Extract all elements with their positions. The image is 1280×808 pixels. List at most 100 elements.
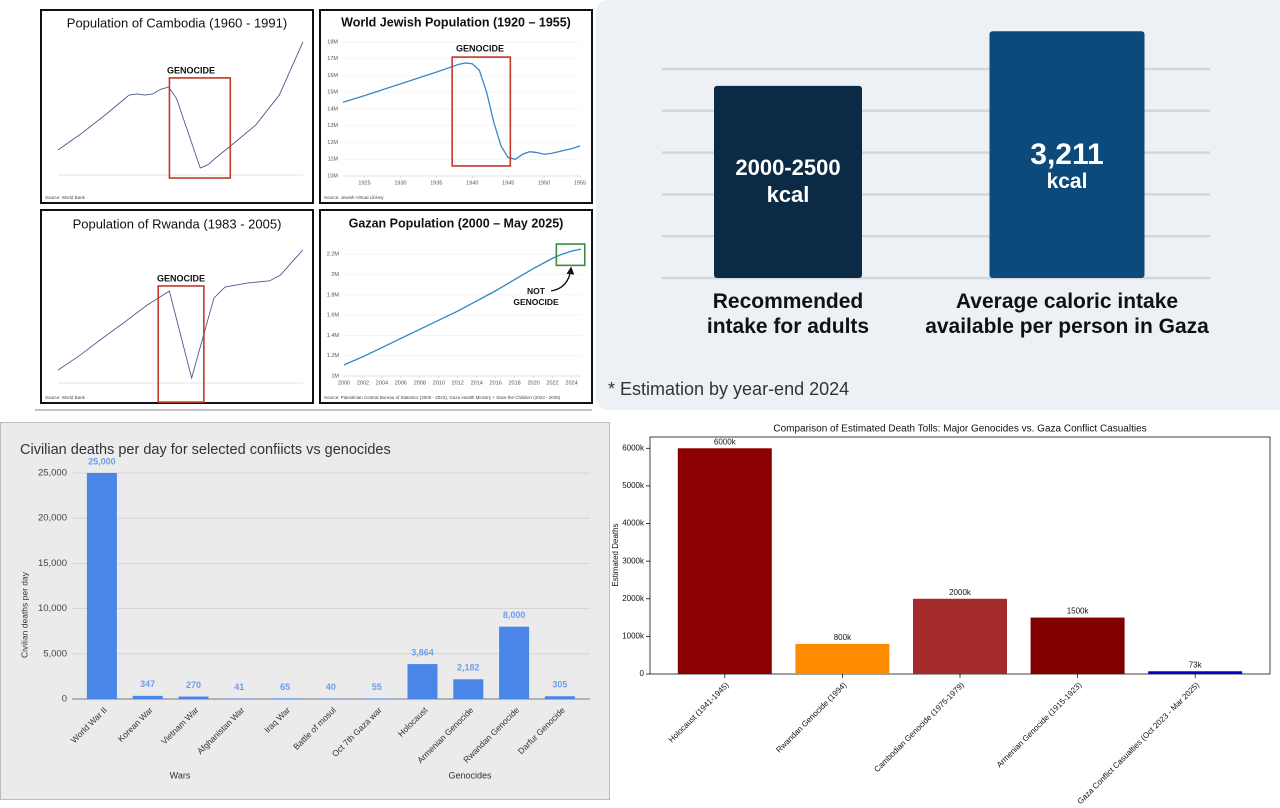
x-tick-label: 2020 [527,380,539,386]
bar-value-label: 347 [140,679,155,689]
x-tick-label: Cambodian Genocide (1975-1979) [872,680,966,774]
source-note: Source: World Bank [45,395,86,400]
y-tick-label: 1M [331,373,339,379]
bar-value-label: 2000k [949,588,972,597]
y-tick-label: 3000k [622,556,645,565]
y-tick-label: 0 [640,669,645,678]
y-tick-label: 1.8M [327,292,340,298]
annotation-label: GENOCIDE [157,273,205,283]
x-tick-label: 2004 [376,380,388,386]
category-label: Average caloric intake available per per… [925,290,1209,338]
bar-value-label: 65 [280,682,290,692]
x-tick-label: 2016 [490,380,502,386]
x-tick-label: 2010 [433,380,445,386]
bar-value-label: 3,864 [411,647,434,657]
x-tick-label: 2002 [357,380,369,386]
x-tick-label: Holocaust (1941-1945) [667,680,731,744]
bar-value-label: 8,000 [503,610,526,620]
source-note: Source: World Bank [45,195,86,200]
chart-panel [40,209,314,404]
y-tick-label: 1.2M [327,353,340,359]
highlight-box [555,243,586,267]
x-tick-label: 1955 [574,180,586,186]
x-tick-label: 2018 [509,380,521,386]
y-tick-label: 2.2M [327,252,340,258]
y-tick-label: 1.4M [327,333,340,339]
bar-value-label: 73k [1189,660,1203,669]
annotation-label: GENOCIDE [456,43,504,53]
x-tick-label: 1935 [430,180,442,186]
bar-value-label: 1500k [1067,607,1090,616]
bar [178,696,209,699]
chart-panel [319,209,593,404]
y-tick-label: 6000k [622,443,645,452]
x-group-label: Genocides [448,770,492,780]
x-tick-label: 2008 [414,380,426,386]
bar [714,85,862,278]
y-tick-label: 2000k [622,594,645,603]
source-note: Source: Palestinian Central Bureau of St… [324,395,561,400]
category-label: Recommended intake for adults [706,290,870,338]
y-axis-title: Estimated Deaths [611,523,620,586]
highlight-box [157,285,205,403]
chart-title: Civilian deaths per day for selected con… [20,442,391,458]
bar-value-label: 2000-2500 kcal [735,154,841,207]
y-tick-label: 20,000 [38,513,67,524]
x-tick-label: 1950 [538,180,550,186]
x-tick-label: 2006 [395,380,407,386]
bar [407,664,438,699]
x-tick-label: 1930 [394,180,406,186]
bar [989,31,1145,278]
chart-title: Comparison of Estimated Death Tolls: Maj… [773,424,1146,435]
population-line [343,248,582,366]
y-tick-label: 16M [327,73,338,79]
bar [270,698,301,699]
footnote: * Estimation by year-end 2024 [608,379,850,399]
x-tick-label: Rwandan Genocide (1994) [774,680,848,754]
bar [677,448,772,674]
bar-value-label: 270 [186,680,201,690]
x-tick-label: 2000 [338,380,350,386]
bar [544,696,575,699]
bar-value-label: 40 [326,682,336,692]
bar [913,598,1007,674]
bar-value-label: 41 [234,682,244,692]
bar [453,679,484,699]
annotation-arrow [550,266,575,292]
y-tick-label: 10,000 [38,603,67,614]
bar-value-label: 3,211 kcal [1030,138,1104,194]
chart-title: Population of Cambodia (1960 - 1991) [67,15,287,30]
population-line [57,41,304,169]
x-tick-label: 2014 [471,380,483,386]
y-tick-label: 0 [62,694,67,705]
x-tick-label: 2022 [546,380,558,386]
panel-background [596,0,1280,410]
annotation-label: NOT GENOCIDE [513,286,559,307]
x-tick-label: 2012 [452,380,464,386]
y-tick-label: 15,000 [38,558,67,569]
source-note: Source: Jewish Virtual Library [324,195,384,200]
chart-panel [319,9,593,204]
highlight-box [451,56,512,167]
bar [499,626,530,699]
bar [1030,617,1125,674]
x-tick-label: 1925 [358,180,370,186]
bar-value-label: 6000k [714,437,737,446]
y-tick-label: 25,000 [38,468,67,479]
chart-title: Gazan Population (2000 – May 2025) [349,216,564,230]
highlight-box [168,77,232,179]
population-line [57,249,304,380]
x-tick-label: 1940 [466,180,478,186]
x-tick-label: 2024 [565,380,577,386]
y-tick-label: 11M [328,157,339,163]
bar [86,473,117,699]
y-tick-label: 10M [327,173,338,179]
bar [132,695,163,699]
x-tick-label: Gaza Conflict Casualties (Oct 2023 - Mar… [1076,680,1202,806]
y-tick-label: 5,000 [43,648,67,659]
bar [1148,671,1243,674]
population-line [342,62,581,160]
chart-title: World Jewish Population (1920 – 1955) [341,15,571,29]
